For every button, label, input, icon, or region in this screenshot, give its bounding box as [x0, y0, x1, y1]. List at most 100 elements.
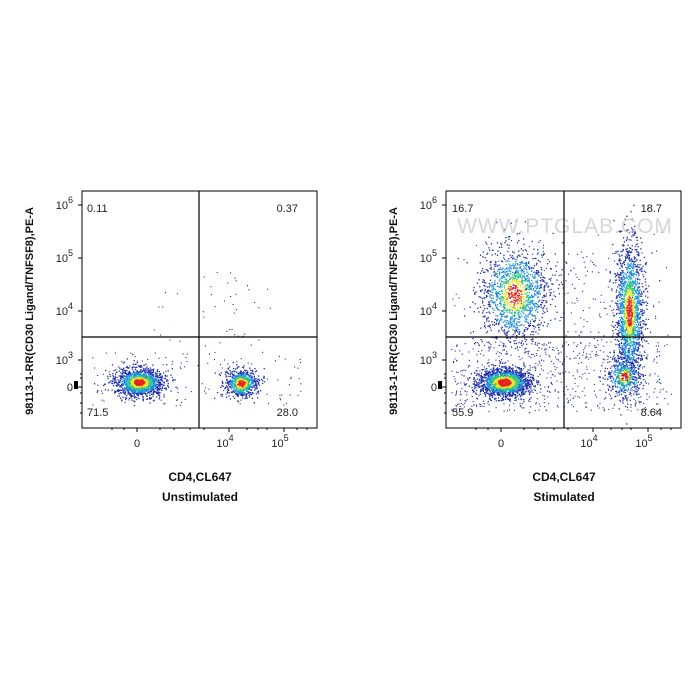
stimulated-event-dot	[489, 249, 491, 251]
unstimulated-event-dot	[257, 390, 260, 392]
unstimulated-event-dot	[130, 352, 132, 354]
stimulated-event-dot	[552, 232, 554, 235]
stimulated-event-dot	[517, 371, 519, 374]
stimulated-event-dot	[528, 297, 530, 299]
unstimulated-event-dot	[228, 392, 230, 394]
stimulated-event-dot	[505, 310, 508, 312]
unstimulated-event-dot	[140, 378, 142, 380]
unstimulated-event-dot	[146, 376, 148, 378]
unstimulated-event-dot	[246, 387, 248, 389]
unstimulated-y-zero-marker	[74, 381, 78, 389]
stimulated-event-dot	[525, 289, 527, 291]
stimulated-event-dot	[485, 241, 487, 243]
stimulated-event-dot	[511, 390, 513, 392]
unstimulated-event-dot	[240, 358, 242, 360]
unstimulated-event-dot	[127, 378, 130, 381]
stimulated-event-dot	[535, 367, 537, 369]
stimulated-event-dot	[504, 372, 506, 374]
unstimulated-event-dot	[116, 376, 118, 379]
stimulated-event-dot	[502, 374, 504, 376]
stimulated-event-dot	[524, 280, 526, 282]
stimulated-event-dot	[503, 389, 506, 391]
stimulated-event-dot	[491, 254, 493, 256]
unstimulated-event-dot	[124, 392, 126, 394]
unstimulated-event-dot	[234, 368, 237, 370]
stimulated-event-dot	[518, 303, 520, 305]
unstimulated-event-dot	[129, 382, 131, 384]
unstimulated-event-dot	[246, 372, 248, 374]
stimulated-event-dot	[506, 372, 508, 374]
stimulated-event-dot	[523, 379, 525, 381]
stimulated-event-dot	[536, 304, 539, 306]
unstimulated-event-dot	[147, 380, 149, 382]
stimulated-event-dot	[518, 295, 520, 297]
stimulated-event-dot	[507, 376, 509, 378]
unstimulated-event-dot	[127, 382, 129, 385]
unstimulated-event-dot	[133, 394, 135, 396]
unstimulated-event-dot	[300, 383, 302, 385]
unstimulated-event-dot	[118, 370, 120, 372]
unstimulated-event-dot	[112, 382, 114, 385]
unstimulated-event-dot	[156, 385, 158, 387]
stimulated-event-dot	[499, 375, 501, 378]
unstimulated-event-dot	[246, 381, 248, 383]
unstimulated-event-dot	[239, 403, 241, 405]
unstimulated-event-dot	[156, 386, 159, 388]
unstimulated-event-dot	[104, 389, 107, 391]
unstimulated-event-dot	[134, 369, 137, 371]
stimulated-event-dot	[499, 298, 501, 300]
stimulated-event-dot	[511, 383, 513, 385]
stimulated-event-dot	[538, 305, 540, 307]
unstimulated-event-dot	[298, 378, 300, 380]
stimulated-event-dot	[494, 364, 497, 367]
stimulated-event-dot	[511, 312, 513, 314]
unstimulated-event-dot	[112, 376, 115, 378]
unstimulated-event-dot	[145, 363, 147, 365]
unstimulated-event-dot	[165, 370, 167, 372]
unstimulated-event-dot	[235, 280, 237, 282]
unstimulated-event-dot	[149, 371, 151, 373]
stimulated-event-dot	[507, 309, 509, 311]
unstimulated-event-dot	[140, 387, 142, 390]
stimulated-event-dot	[486, 388, 488, 391]
unstimulated-event-dot	[226, 370, 228, 372]
stimulated-event-dot	[517, 379, 519, 381]
stimulated-event-dot	[512, 376, 515, 378]
stimulated-event-dot	[488, 377, 490, 379]
unstimulated-event-dot	[126, 395, 128, 397]
stimulated-event-dot	[532, 276, 534, 278]
stimulated-event-dot	[531, 279, 533, 282]
unstimulated-event-dot	[254, 378, 256, 380]
unstimulated-event-dot	[258, 307, 260, 309]
unstimulated-event-dot	[146, 378, 148, 381]
unstimulated-event-dot	[228, 389, 230, 392]
stimulated-event-dot	[515, 372, 517, 374]
unstimulated-event-dot	[103, 400, 105, 402]
unstimulated-event-dot	[133, 384, 135, 386]
stimulated-event-dot	[525, 284, 527, 286]
stimulated-event-dot	[500, 291, 503, 293]
unstimulated-event-dot	[214, 351, 216, 353]
stimulated-event-dot	[518, 321, 520, 323]
stimulated-event-dot	[488, 382, 491, 385]
unstimulated-event-dot	[242, 376, 245, 378]
unstimulated-event-dot	[117, 384, 119, 386]
stimulated-event-dot	[508, 381, 510, 384]
unstimulated-event-dot	[146, 386, 148, 388]
unstimulated-event-dot	[137, 378, 139, 380]
stimulated-event-dot	[495, 400, 497, 402]
unstimulated-event-dot	[258, 381, 260, 383]
unstimulated-event-dot	[131, 379, 133, 381]
stimulated-event-dot	[481, 270, 483, 272]
unstimulated-event-dot	[262, 380, 264, 382]
stimulated-event-dot	[473, 386, 476, 388]
stimulated-event-dot	[517, 284, 519, 286]
unstimulated-event-dot	[242, 335, 244, 337]
stimulated-event-dot	[523, 243, 525, 245]
unstimulated-event-dot	[231, 380, 233, 382]
stimulated-event-dot	[483, 292, 485, 294]
stimulated-event-dot	[537, 311, 539, 313]
unstimulated-event-dot	[220, 394, 222, 396]
unstimulated-event-dot	[239, 385, 241, 387]
stimulated-event-dot	[503, 254, 505, 256]
